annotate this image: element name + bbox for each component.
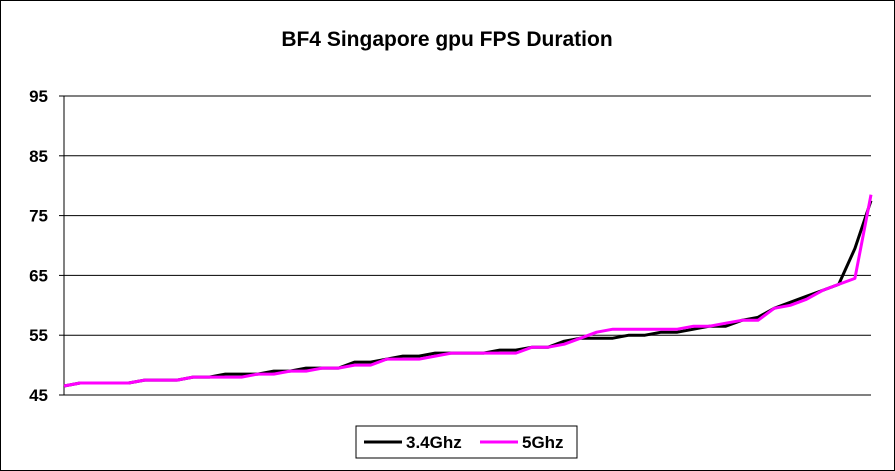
y-tick-label-95: 95 — [29, 87, 48, 106]
y-axis-ticks: 45 55 65 75 85 95 — [29, 87, 64, 405]
legend-label-3-4ghz: 3.4Ghz — [406, 433, 462, 452]
y-tick-label-55: 55 — [29, 326, 48, 345]
gridlines — [64, 95, 871, 336]
y-tick-label-65: 65 — [29, 266, 48, 285]
legend: 3.4Ghz 5Ghz — [355, 425, 578, 459]
y-tick-label-45: 45 — [29, 386, 48, 405]
plot-area — [64, 96, 871, 395]
series-group — [63, 194, 873, 388]
legend-label-5ghz: 5Ghz — [522, 433, 564, 452]
y-tick-label-75: 75 — [29, 207, 48, 226]
y-tick-label-85: 85 — [29, 147, 48, 166]
series-line-5ghz — [63, 194, 873, 388]
chart-title: BF4 Singapore gpu FPS Duration — [281, 28, 612, 51]
